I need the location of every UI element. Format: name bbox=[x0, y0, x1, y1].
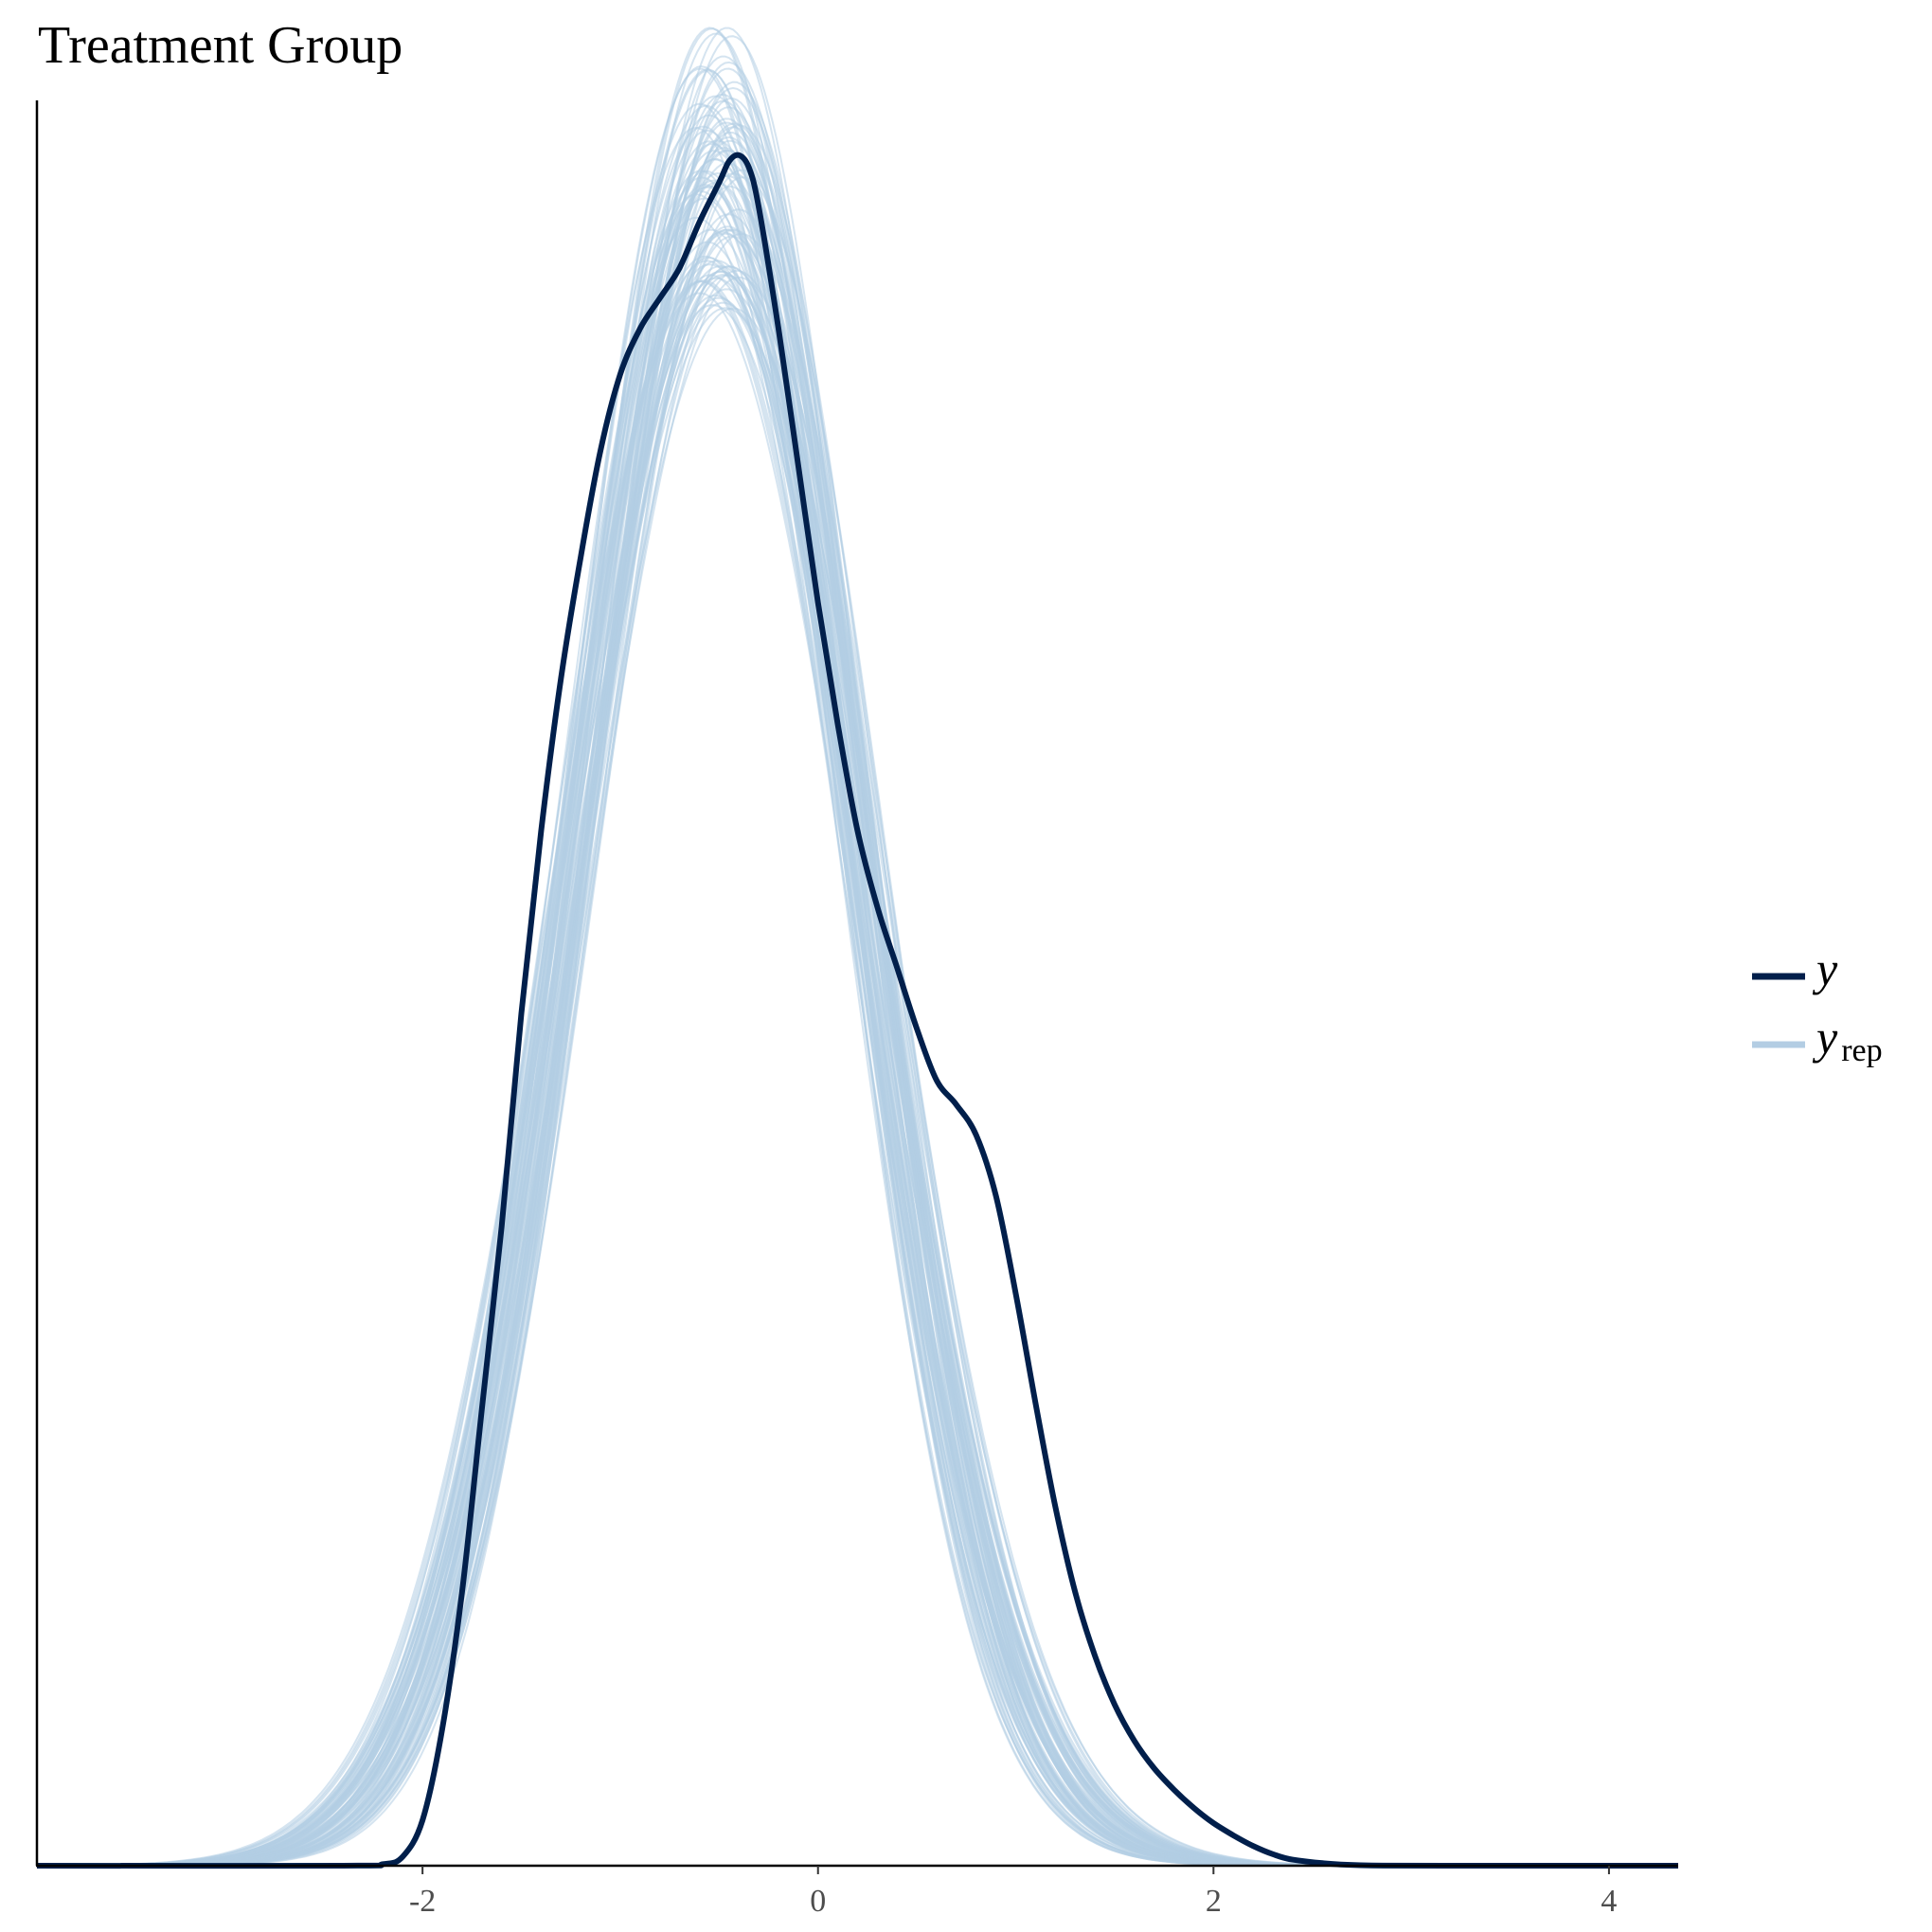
yrep-draw-line bbox=[37, 127, 1678, 1867]
yrep-draw-line bbox=[37, 142, 1678, 1867]
yrep-draw-line bbox=[37, 216, 1678, 1867]
yrep-draw-line bbox=[37, 228, 1678, 1867]
yrep-draw-line bbox=[37, 179, 1678, 1867]
yrep-draw-line bbox=[37, 241, 1678, 1867]
yrep-draw-line bbox=[37, 65, 1678, 1867]
yrep-draw-line bbox=[37, 174, 1678, 1867]
yrep-draw-line bbox=[37, 279, 1678, 1867]
yrep-draw-line bbox=[37, 259, 1678, 1867]
yrep-draw-line bbox=[37, 269, 1678, 1867]
yrep-draw-line bbox=[37, 265, 1678, 1867]
yrep-draw-line bbox=[37, 149, 1678, 1867]
yrep-draw-line bbox=[37, 185, 1678, 1867]
yrep-draw-line bbox=[37, 301, 1678, 1867]
yrep-draw-line bbox=[37, 295, 1678, 1867]
yrep-draw-line bbox=[37, 189, 1678, 1867]
yrep-draw-line bbox=[36, 228, 1678, 1867]
yrep-draw-line bbox=[36, 274, 1678, 1867]
yrep-draw-line bbox=[37, 280, 1678, 1867]
yrep-draw-line bbox=[37, 183, 1678, 1867]
yrep-draw-line bbox=[37, 230, 1678, 1867]
yrep-draw-line bbox=[37, 296, 1678, 1867]
yrep-draw-line bbox=[37, 172, 1678, 1867]
yrep-draw-line bbox=[37, 170, 1678, 1867]
legend-label-yrep: y rep bbox=[1812, 1011, 1883, 1068]
x-tick-label: 2 bbox=[1206, 1884, 1222, 1919]
yrep-draw-line bbox=[37, 97, 1678, 1867]
yrep-draw-line bbox=[37, 228, 1678, 1867]
yrep-draw-line bbox=[37, 263, 1678, 1867]
yrep-draw-line bbox=[37, 169, 1678, 1867]
yrep-draw-line bbox=[37, 135, 1678, 1867]
yrep-draw-line bbox=[37, 150, 1678, 1867]
yrep-draw-line bbox=[37, 228, 1678, 1867]
x-tick-label: 0 bbox=[810, 1884, 826, 1919]
yrep-draw-line bbox=[37, 176, 1678, 1867]
yrep-draw-line bbox=[37, 265, 1678, 1867]
yrep-draw-line bbox=[37, 255, 1678, 1867]
yrep-draw-line bbox=[37, 307, 1678, 1867]
yrep-draw-line bbox=[37, 129, 1678, 1867]
y-series bbox=[36, 152, 1679, 1869]
yrep-draw-line bbox=[37, 140, 1678, 1867]
yrep-draw-line bbox=[37, 307, 1678, 1867]
yrep-draw-line bbox=[37, 304, 1678, 1867]
x-tick-label: 4 bbox=[1601, 1884, 1617, 1919]
yrep-draw-line bbox=[37, 162, 1678, 1867]
yrep-draw-line bbox=[37, 225, 1678, 1867]
yrep-draw-line bbox=[37, 197, 1678, 1867]
yrep-draw-line bbox=[37, 139, 1678, 1867]
yrep-draw-line bbox=[37, 131, 1678, 1867]
yrep-draw-line bbox=[37, 170, 1678, 1867]
yrep-draw-line bbox=[37, 288, 1678, 1867]
chart-title: Treatment Group bbox=[38, 16, 402, 75]
yrep-draw-line bbox=[37, 235, 1678, 1867]
yrep-draw-line bbox=[37, 276, 1678, 1867]
yrep-draw-line bbox=[37, 176, 1678, 1867]
yrep-draw-line bbox=[37, 274, 1678, 1867]
yrep-draw-line bbox=[37, 186, 1678, 1867]
x-tick-label: -2 bbox=[409, 1884, 436, 1919]
x-axis-ticks: -2 0 2 4 bbox=[409, 1866, 1617, 1919]
yrep-draw-line bbox=[37, 213, 1678, 1867]
legend: y y rep bbox=[1752, 942, 1883, 1068]
yrep-draw-line bbox=[37, 181, 1678, 1867]
yrep-draw-line bbox=[37, 265, 1678, 1867]
yrep-draw-line bbox=[37, 158, 1678, 1867]
yrep-draw-line bbox=[36, 193, 1678, 1867]
yrep-draw-line bbox=[37, 257, 1678, 1867]
legend-label-y: y bbox=[1812, 942, 1838, 995]
yrep-draw-line bbox=[37, 149, 1678, 1867]
yrep-draw-line bbox=[37, 274, 1678, 1867]
yrep-series bbox=[36, 27, 1678, 1867]
yrep-draw-line bbox=[37, 139, 1678, 1867]
yrep-draw-line bbox=[37, 270, 1678, 1867]
yrep-draw-line bbox=[37, 277, 1678, 1867]
yrep-draw-line bbox=[37, 157, 1678, 1867]
yrep-draw-line bbox=[37, 270, 1678, 1867]
yrep-draw-line bbox=[37, 279, 1678, 1867]
yrep-draw-line bbox=[37, 185, 1678, 1867]
yrep-draw-line bbox=[36, 292, 1678, 1867]
yrep-draw-line bbox=[37, 232, 1678, 1867]
yrep-draw-line bbox=[37, 208, 1678, 1867]
yrep-draw-line bbox=[37, 232, 1678, 1867]
yrep-draw-line bbox=[37, 147, 1678, 1867]
yrep-draw-line bbox=[37, 171, 1678, 1867]
y-density-line bbox=[36, 152, 1679, 1869]
yrep-draw-line bbox=[37, 259, 1678, 1867]
